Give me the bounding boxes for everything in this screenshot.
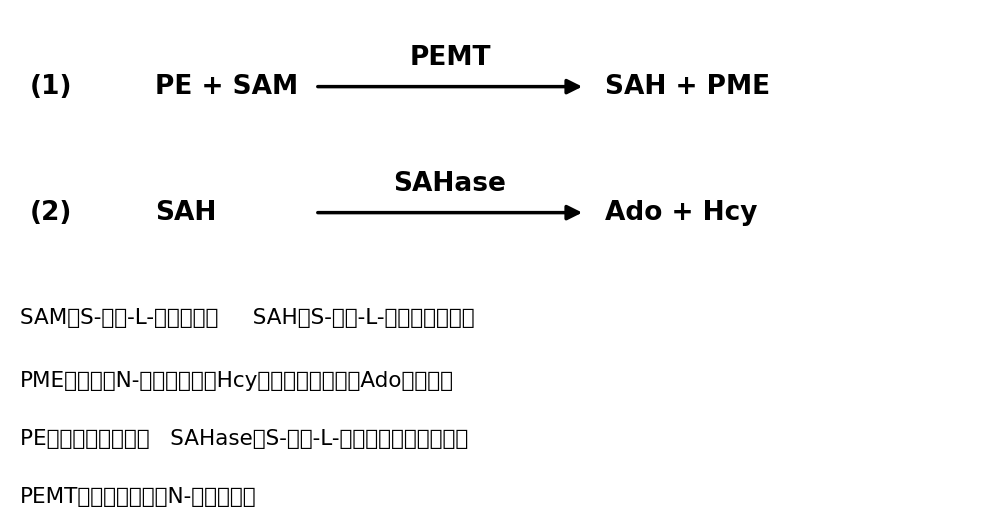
Text: PEMT: PEMT [409, 45, 491, 71]
Text: SAH: SAH [155, 200, 216, 226]
Text: SAM：S-腺苷-L-甲硫氨酸；     SAH：S-腺苷-L-同型半胱氨酸；: SAM：S-腺苷-L-甲硫氨酸； SAH：S-腺苷-L-同型半胱氨酸； [20, 308, 475, 328]
Text: PE：磷脂酰乙醇胺；   SAHase：S-腺苷-L-同型半胱氨酸水解酶；: PE：磷脂酰乙醇胺； SAHase：S-腺苷-L-同型半胱氨酸水解酶； [20, 429, 468, 449]
Text: PEMT：磷脂酰乙醇胺N-甲基转移酶: PEMT：磷脂酰乙醇胺N-甲基转移酶 [20, 487, 257, 507]
Text: PE + SAM: PE + SAM [155, 74, 298, 100]
Text: Ado + Hcy: Ado + Hcy [605, 200, 758, 226]
Text: (2): (2) [30, 200, 72, 226]
Text: (1): (1) [30, 74, 72, 100]
Text: PME：磷脂酰N-甲基乙醇胺；Hcy：同型半胱氨酸；Ado：腺苷；: PME：磷脂酰N-甲基乙醇胺；Hcy：同型半胱氨酸；Ado：腺苷； [20, 371, 454, 391]
Text: SAHase: SAHase [394, 171, 506, 197]
Text: SAH + PME: SAH + PME [605, 74, 770, 100]
